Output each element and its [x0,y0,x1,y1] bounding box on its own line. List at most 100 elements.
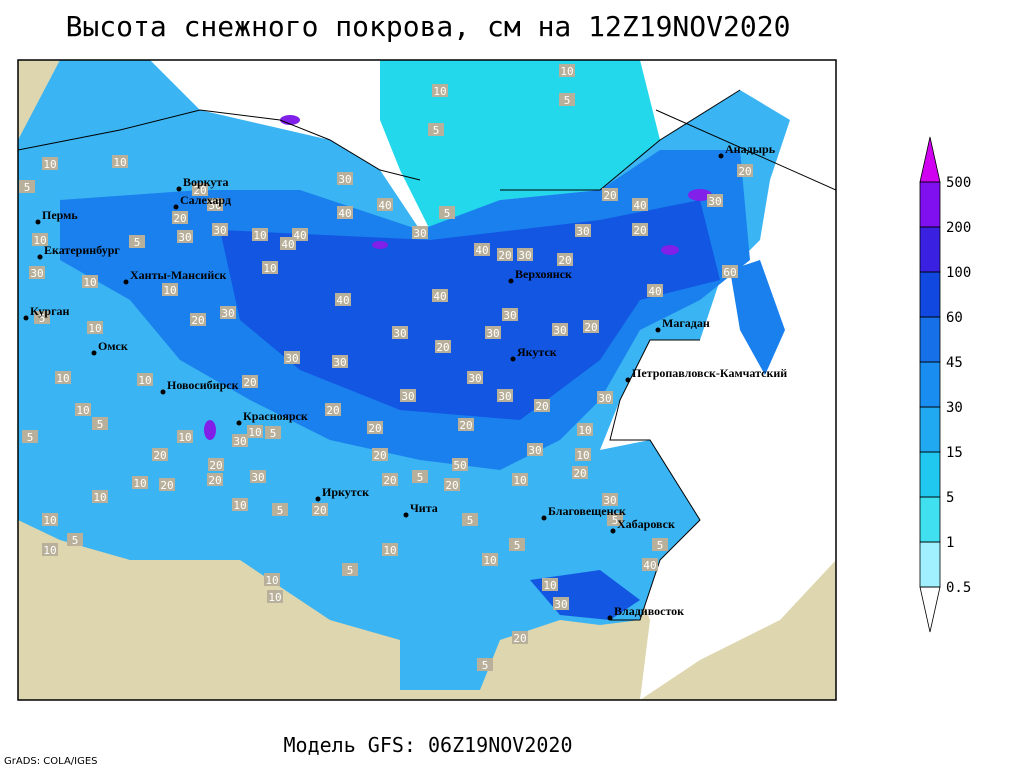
colorbar-end [919,586,941,633]
city-label: Новосибирск [167,378,239,392]
contour-label: 10 [43,514,56,527]
city-label: Курган [30,304,70,318]
contour-label-box [632,198,648,211]
contour-label-box [439,206,455,219]
contour-label-box [512,631,528,644]
contour-label: 5 [97,418,104,431]
city-dot [91,350,97,356]
contour-label: 20 [368,422,381,435]
contour-label: 10 [43,158,56,171]
contour-label-box [602,188,618,201]
contour-label-box [432,84,448,97]
contour-label: 5 [24,181,31,194]
city-dot [123,279,129,285]
contour-label-box [232,498,248,511]
contour-label: 20 [191,314,204,327]
contour-label: 10 [383,544,396,557]
contour-label-box [572,466,588,479]
contour-label-box [34,311,50,324]
contour-label: 30 [598,392,611,405]
contour-label-box [159,478,175,491]
contour-label: 30 [576,225,589,238]
contour-label: 5 [39,312,46,325]
contour-label: 20 [209,459,222,472]
contour-label-box [512,473,528,486]
contour-label-box [264,573,280,586]
contour-label: 10 [233,499,246,512]
contour-label: 20 [459,419,472,432]
contour-label: 5 [72,534,79,547]
contour-label-box [707,194,723,207]
contour-label-box [129,235,145,248]
contour-label-box [262,261,278,274]
kamchatka [730,260,785,375]
contour-label-box [367,421,383,434]
contour-label: 30 [213,224,226,237]
contour-label-box [192,183,208,196]
contour-label-box [250,470,266,483]
colorbar-band [919,496,941,543]
contour-label-box [172,211,188,224]
contour-label: 40 [336,294,349,307]
contour-label: 10 [576,449,589,462]
contour-label: 30 [503,309,516,322]
map [18,60,836,700]
contour-label: 30 [401,390,414,403]
contour-label-box [575,448,591,461]
contour-label-box [312,503,328,516]
contour-label-box [462,513,478,526]
contour-label-box [207,473,223,486]
contour-label: 40 [648,285,661,298]
contour-label-box [190,313,206,326]
contour-label: 20 [633,224,646,237]
contour-label: 10 [265,574,278,587]
city-label: Воркута [183,175,228,189]
contour-label: 20 [313,504,326,517]
colorbar-label: 5 [946,490,954,506]
contour-label: 10 [483,554,496,567]
contour-label: 20 [173,212,186,225]
map-frame [17,59,837,701]
credit: GrADS: COLA/IGES [4,756,98,767]
contour-label: 30 [554,598,567,611]
contour-label: 30 [221,307,234,320]
contour-label: 10 [163,284,176,297]
contour-label-box [55,371,71,384]
contour-label: 5 [277,504,284,517]
contour-label: 10 [88,322,101,335]
contour-label: 20 [513,632,526,645]
contour-label: 20 [573,467,586,480]
contour-label: 30 [30,267,43,280]
contour-label-box [452,458,468,471]
contour-label-box [92,490,108,503]
contour-label: 30 [233,435,246,448]
contour-label-box [212,223,228,236]
city-label: Благовещенск [548,504,626,518]
contour-label-box [207,198,223,211]
city-dot [610,528,616,534]
contour-label-box [332,355,348,368]
colorbar-label: 100 [946,265,971,281]
contour-label: 60 [723,266,736,279]
contour-label-box [559,93,575,106]
contour-label-box [737,164,753,177]
contour-label: 5 [270,427,277,440]
city-label: Магадан [662,316,710,330]
city-label: Иркутск [322,485,369,499]
contour-label-box [647,284,663,297]
contour-label: 10 [76,404,89,417]
contour-label-box [252,228,268,241]
contour-label-box [509,538,525,551]
city-dot [236,420,242,426]
contour-label: 30 [285,352,298,365]
contour-label-box [400,389,416,402]
contour-label-box [467,371,483,384]
contour-label: 30 [486,327,499,340]
city-label: Якутск [517,345,557,359]
contour-label-box [132,476,148,489]
contour-label: 30 [333,356,346,369]
colorbar-band [919,406,941,453]
contour-label-box [247,425,263,438]
